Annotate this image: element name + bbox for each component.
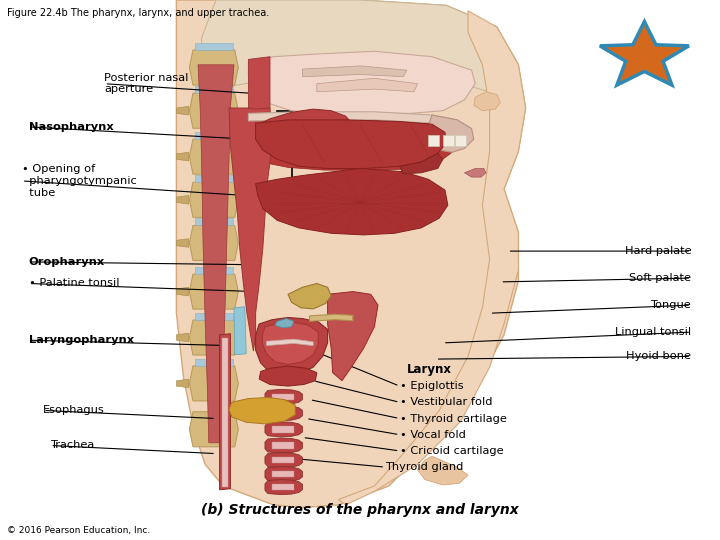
Polygon shape (474, 92, 500, 111)
Text: Lingual tonsil: Lingual tonsil (615, 327, 691, 337)
Polygon shape (234, 307, 246, 355)
Polygon shape (259, 109, 353, 157)
Text: Tongue: Tongue (650, 300, 691, 310)
Text: • Opening of
  pharyngotympanic
  tube: • Opening of pharyngotympanic tube (22, 164, 136, 198)
Text: Thyroid gland: Thyroid gland (385, 462, 464, 472)
Polygon shape (195, 175, 233, 183)
Text: • Thyroid cartilage: • Thyroid cartilage (400, 414, 506, 423)
Polygon shape (400, 153, 443, 174)
Polygon shape (176, 0, 526, 508)
Polygon shape (600, 22, 689, 85)
Polygon shape (229, 397, 295, 424)
Text: • Epiglottis: • Epiglottis (400, 381, 463, 391)
Text: Oropharynx: Oropharynx (29, 257, 105, 267)
Polygon shape (256, 120, 446, 168)
Polygon shape (195, 359, 233, 366)
Polygon shape (248, 120, 452, 170)
Polygon shape (176, 287, 189, 296)
Polygon shape (176, 333, 189, 342)
Text: • Vestibular fold: • Vestibular fold (400, 397, 492, 407)
Polygon shape (198, 65, 234, 443)
Polygon shape (189, 274, 238, 309)
Polygon shape (176, 195, 189, 204)
Polygon shape (428, 135, 439, 146)
Polygon shape (195, 132, 233, 139)
Text: Soft palate: Soft palate (629, 273, 691, 283)
Polygon shape (176, 239, 189, 247)
Polygon shape (262, 322, 318, 365)
Text: (b) Structures of the pharynx and larynx: (b) Structures of the pharynx and larynx (201, 503, 519, 517)
Polygon shape (229, 108, 272, 351)
Polygon shape (202, 0, 518, 97)
Polygon shape (272, 410, 294, 416)
Polygon shape (256, 168, 448, 235)
Text: Hyoid bone: Hyoid bone (626, 352, 691, 361)
Polygon shape (248, 57, 270, 109)
Text: Larynx: Larynx (407, 363, 452, 376)
Polygon shape (265, 406, 302, 421)
Polygon shape (310, 314, 353, 321)
Polygon shape (272, 471, 294, 477)
Text: Nasopharynx: Nasopharynx (29, 122, 114, 132)
Polygon shape (220, 334, 230, 490)
Polygon shape (189, 93, 238, 128)
Polygon shape (265, 389, 302, 404)
Polygon shape (195, 218, 233, 226)
Text: • Cricoid cartilage: • Cricoid cartilage (400, 446, 503, 456)
Text: • Palatine tonsil: • Palatine tonsil (29, 279, 120, 288)
Polygon shape (266, 339, 313, 346)
Text: Figure 22.4b The pharynx, larynx, and upper trachea.: Figure 22.4b The pharynx, larynx, and up… (7, 8, 269, 18)
Polygon shape (464, 168, 486, 177)
Polygon shape (272, 426, 294, 433)
Polygon shape (189, 139, 238, 174)
Polygon shape (317, 78, 418, 92)
Polygon shape (189, 226, 238, 260)
Polygon shape (328, 292, 378, 381)
Polygon shape (195, 313, 233, 320)
Polygon shape (189, 320, 238, 355)
Polygon shape (189, 366, 238, 401)
Text: Laryngopharynx: Laryngopharynx (29, 335, 134, 345)
Polygon shape (265, 480, 302, 495)
Polygon shape (189, 411, 238, 447)
Polygon shape (272, 394, 294, 400)
Text: Trachea: Trachea (50, 441, 94, 450)
Text: Posterior nasal
aperture: Posterior nasal aperture (104, 73, 189, 94)
Text: © 2016 Pearson Education, Inc.: © 2016 Pearson Education, Inc. (7, 525, 150, 535)
Polygon shape (195, 43, 233, 50)
Polygon shape (275, 319, 294, 328)
Polygon shape (222, 338, 228, 487)
Polygon shape (455, 135, 466, 146)
Polygon shape (176, 379, 189, 388)
Polygon shape (272, 457, 294, 463)
Polygon shape (248, 112, 457, 127)
Polygon shape (189, 183, 238, 217)
Polygon shape (265, 422, 302, 437)
Polygon shape (338, 11, 526, 505)
Polygon shape (425, 115, 474, 152)
Polygon shape (176, 152, 189, 161)
Polygon shape (443, 135, 454, 146)
Polygon shape (189, 50, 238, 85)
Polygon shape (302, 66, 407, 77)
Polygon shape (265, 438, 302, 453)
Polygon shape (265, 453, 302, 468)
Polygon shape (176, 106, 189, 115)
Polygon shape (195, 86, 233, 93)
Text: • Vocal fold: • Vocal fold (400, 430, 465, 440)
Text: Hard palate: Hard palate (624, 246, 691, 256)
Polygon shape (272, 484, 294, 490)
Polygon shape (259, 366, 317, 386)
Polygon shape (248, 51, 475, 113)
Polygon shape (272, 442, 294, 449)
Polygon shape (195, 267, 233, 274)
Text: Esophagus: Esophagus (43, 406, 105, 415)
Polygon shape (418, 456, 468, 485)
Polygon shape (265, 467, 302, 482)
Polygon shape (288, 284, 331, 309)
Polygon shape (256, 318, 328, 375)
